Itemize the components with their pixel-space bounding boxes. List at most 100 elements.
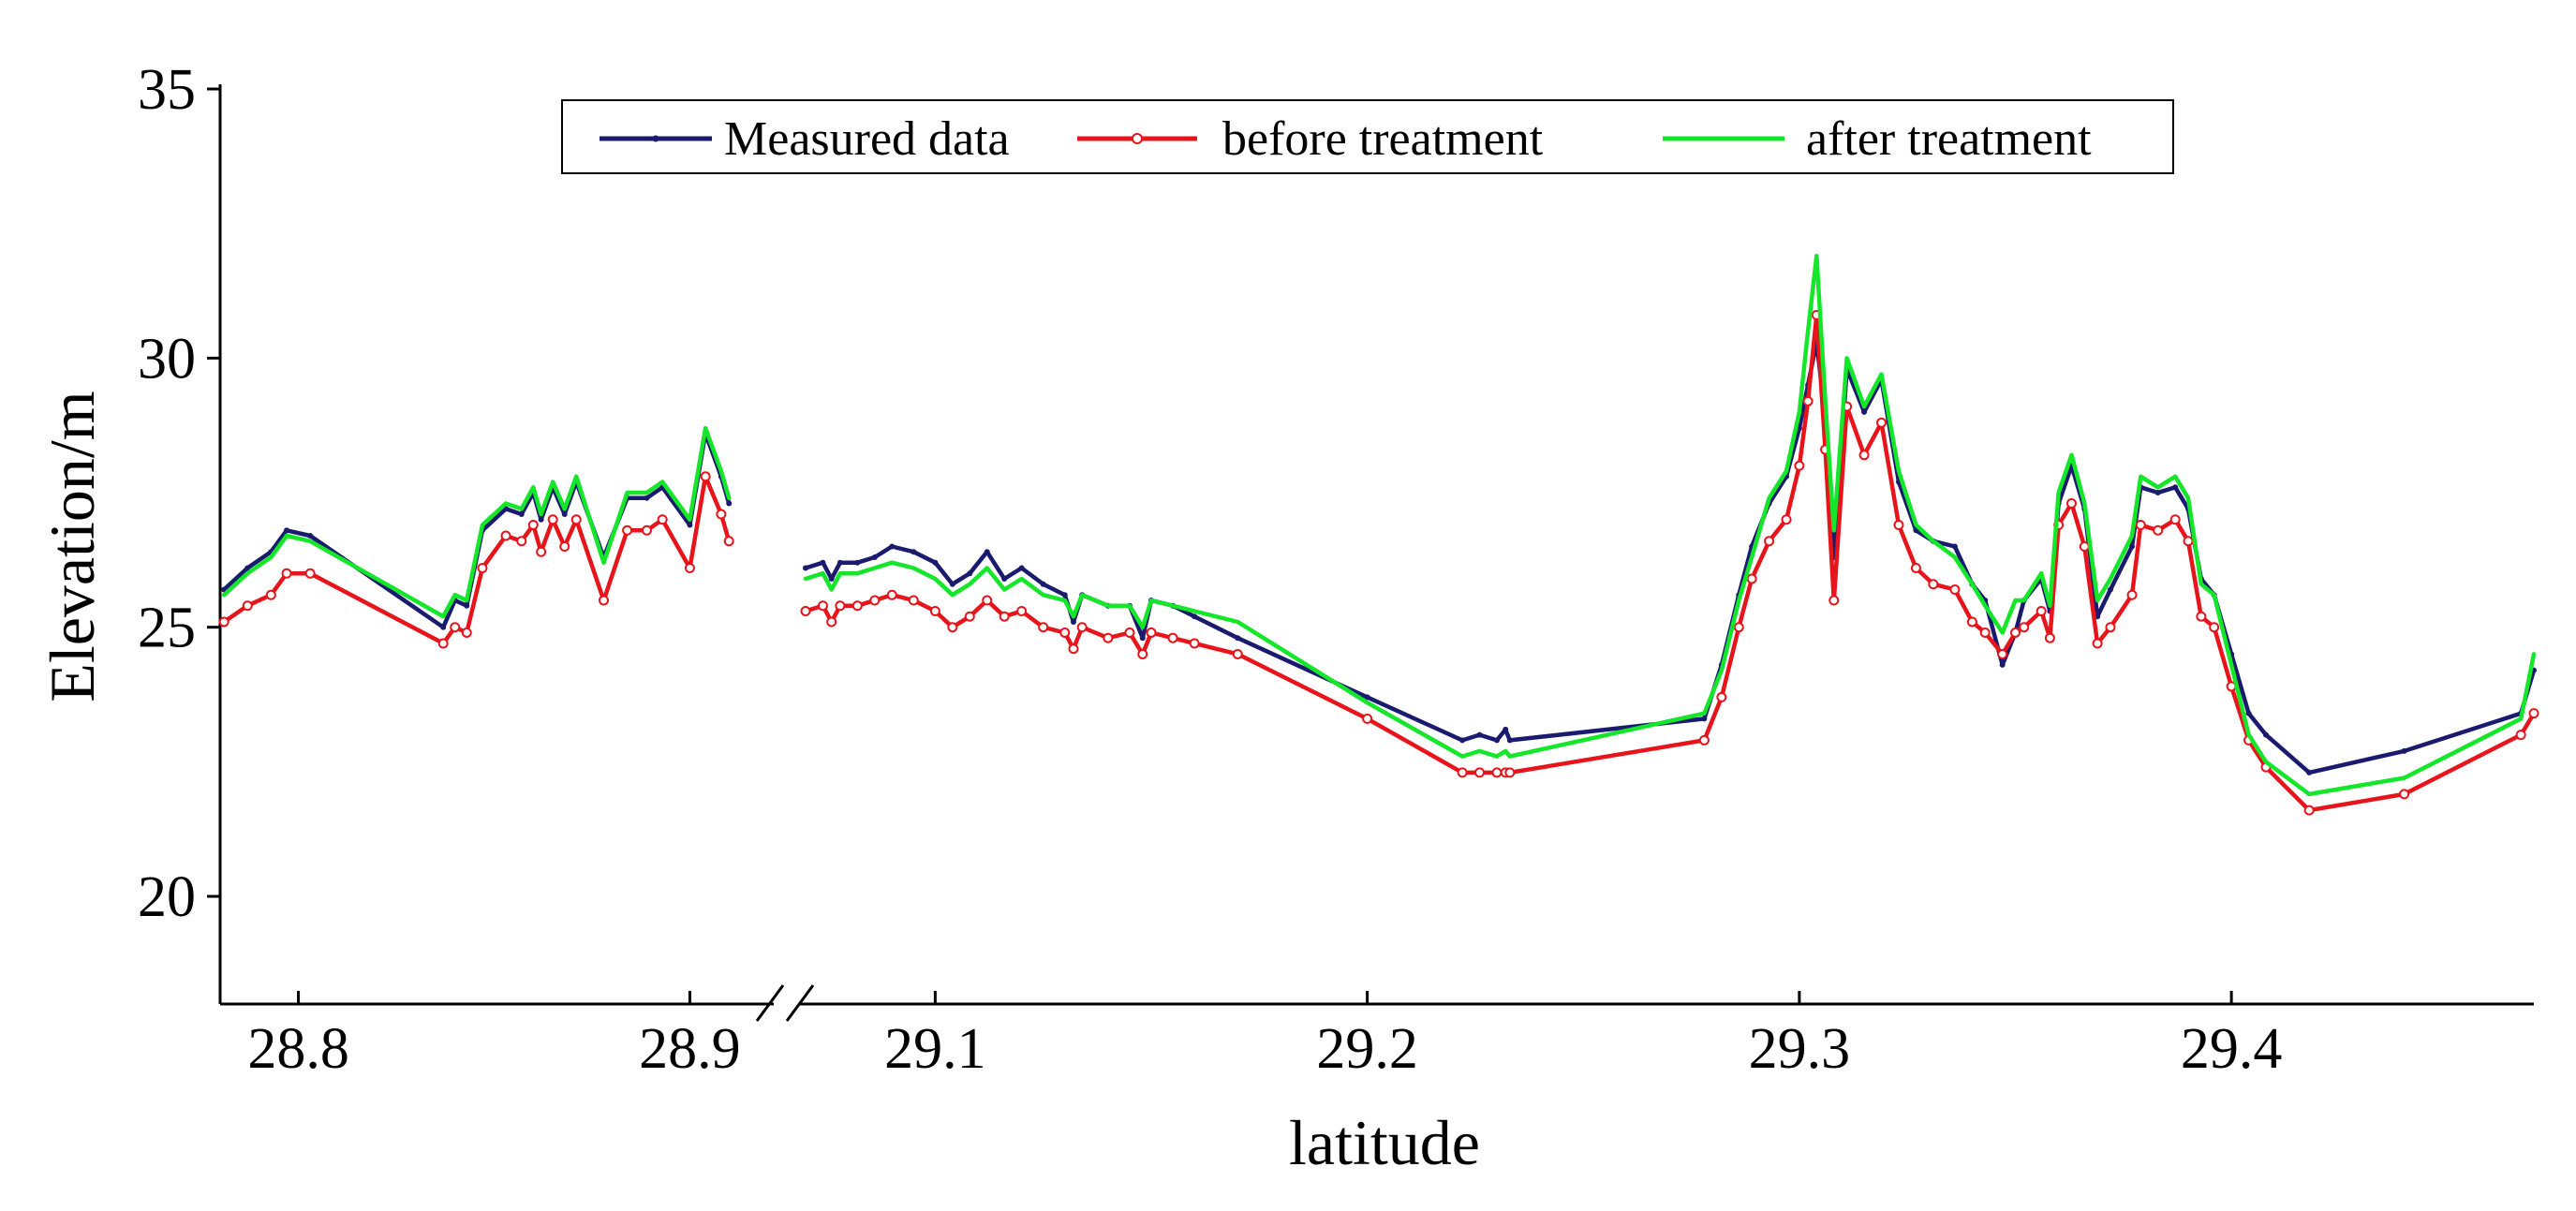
data-point bbox=[1038, 622, 1049, 633]
data-point bbox=[218, 616, 229, 628]
data-point bbox=[1928, 579, 1939, 590]
data-point bbox=[1716, 691, 1727, 702]
data-point bbox=[820, 559, 826, 566]
data-point bbox=[1016, 605, 1028, 616]
data-point bbox=[1794, 460, 1805, 471]
data-point bbox=[1059, 627, 1071, 638]
series-group bbox=[218, 253, 2539, 816]
data-point bbox=[2153, 524, 2164, 536]
series-line bbox=[221, 425, 732, 619]
data-point bbox=[1235, 635, 1241, 642]
data-point bbox=[803, 565, 808, 571]
data-point bbox=[2196, 611, 2207, 622]
data-point bbox=[518, 511, 525, 518]
data-point bbox=[2105, 622, 2116, 633]
data-point bbox=[2036, 605, 2047, 616]
data-point bbox=[536, 546, 547, 557]
data-point bbox=[1966, 616, 1977, 628]
data-point bbox=[1474, 767, 1486, 778]
data-point bbox=[684, 562, 695, 573]
data-point bbox=[2126, 589, 2138, 600]
data-point bbox=[2044, 632, 2055, 643]
data-point bbox=[854, 559, 861, 566]
data-point bbox=[440, 624, 447, 630]
data-point bbox=[2129, 543, 2136, 550]
data-point bbox=[2303, 805, 2315, 816]
data-point bbox=[622, 524, 633, 536]
data-point bbox=[2107, 586, 2113, 593]
data-point bbox=[641, 524, 652, 536]
data-point bbox=[726, 500, 733, 507]
data-point bbox=[908, 595, 919, 606]
data-point bbox=[2515, 730, 2526, 741]
data-point bbox=[2172, 484, 2179, 491]
data-point bbox=[304, 568, 316, 579]
data-point bbox=[1733, 622, 1744, 633]
series-line bbox=[803, 313, 2537, 813]
x-tick-label: 29.3 bbox=[1749, 1017, 1851, 1081]
legend-label: Measured data bbox=[724, 112, 1010, 166]
data-point bbox=[687, 522, 693, 528]
data-point bbox=[967, 570, 973, 577]
data-point bbox=[851, 600, 863, 612]
y-tick-label: 25 bbox=[138, 597, 196, 660]
data-point bbox=[1781, 514, 1792, 525]
data-point bbox=[1999, 661, 2006, 668]
data-point bbox=[265, 589, 276, 600]
data-point bbox=[1491, 767, 1503, 778]
data-point bbox=[947, 622, 958, 633]
y-tick-label: 20 bbox=[138, 865, 196, 929]
data-point bbox=[1137, 648, 1148, 659]
data-point bbox=[1997, 648, 2008, 659]
data-point bbox=[464, 602, 470, 609]
data-point bbox=[1068, 643, 1079, 655]
data-point bbox=[723, 536, 734, 547]
data-point bbox=[2306, 769, 2313, 775]
series-after-treatment bbox=[221, 253, 2537, 797]
data-point bbox=[559, 541, 570, 552]
data-point bbox=[889, 543, 896, 550]
data-point bbox=[284, 527, 290, 534]
axis-break-mark bbox=[755, 984, 785, 1022]
data-point bbox=[1893, 520, 1904, 531]
series-before-treatment bbox=[218, 309, 2539, 816]
data-point bbox=[2183, 536, 2194, 547]
data-point bbox=[2528, 708, 2539, 719]
data-point bbox=[657, 514, 668, 525]
y-tick-label: 35 bbox=[138, 58, 196, 122]
data-point bbox=[999, 611, 1010, 622]
data-point bbox=[1018, 565, 1025, 571]
data-point bbox=[2399, 789, 2410, 800]
data-point bbox=[1189, 638, 1200, 649]
data-point bbox=[1364, 694, 1370, 701]
data-point bbox=[2079, 541, 2090, 552]
data-point bbox=[599, 595, 609, 606]
data-point bbox=[2401, 747, 2407, 754]
legend-marker bbox=[1132, 133, 1143, 144]
data-point bbox=[1167, 632, 1178, 643]
data-point bbox=[800, 605, 811, 616]
data-point bbox=[1001, 575, 1008, 582]
data-point bbox=[547, 514, 558, 525]
data-point bbox=[527, 520, 539, 531]
data-point bbox=[1764, 536, 1775, 547]
data-point bbox=[2245, 710, 2252, 716]
data-point bbox=[1040, 581, 1046, 587]
data-point bbox=[1124, 627, 1135, 638]
data-point bbox=[307, 533, 314, 539]
data-point bbox=[1951, 543, 1958, 550]
data-point bbox=[2209, 622, 2220, 633]
data-point bbox=[835, 600, 846, 612]
data-point bbox=[1746, 573, 1757, 584]
legend-marker bbox=[652, 135, 659, 142]
data-point bbox=[477, 562, 488, 573]
data-point bbox=[964, 611, 975, 622]
data-point bbox=[836, 559, 843, 566]
data-point bbox=[929, 605, 940, 616]
data-point bbox=[1362, 713, 1373, 724]
data-point bbox=[2135, 520, 2146, 531]
data-point bbox=[1701, 716, 1708, 722]
data-point bbox=[1876, 417, 1888, 428]
